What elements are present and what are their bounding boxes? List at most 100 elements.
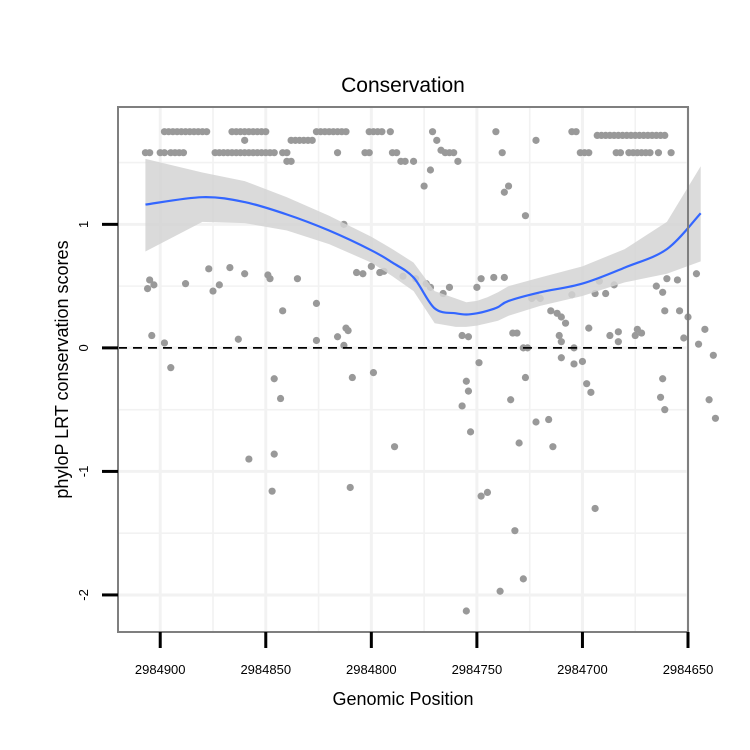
data-point (490, 273, 498, 282)
data-point (179, 149, 188, 157)
data-point (268, 487, 276, 495)
data-point (654, 149, 663, 157)
y-tick-label: 0 (76, 344, 91, 351)
data-point (270, 375, 278, 383)
x-tick-label: 2984900 (135, 662, 186, 677)
data-point (312, 336, 321, 345)
data-point (521, 373, 530, 382)
data-point (352, 268, 361, 277)
data-point (342, 128, 350, 136)
data-point (226, 263, 234, 272)
data-point (293, 275, 302, 283)
data-point (477, 275, 485, 283)
data-point (464, 387, 473, 395)
y-axis-title: phyloP LRT conservation scores (52, 240, 72, 498)
data-point (426, 166, 435, 174)
data-point (591, 504, 599, 513)
data-point (475, 359, 483, 367)
data-point (500, 188, 508, 196)
data-point (279, 307, 287, 315)
x-tick-label: 2984750 (452, 662, 503, 677)
data-point (270, 149, 278, 157)
data-point (390, 443, 399, 451)
data-point (333, 333, 342, 341)
data-point (409, 157, 418, 165)
data-point (680, 334, 688, 342)
data-point (570, 360, 578, 368)
data-point (245, 455, 253, 463)
data-point (386, 128, 394, 136)
data-point (150, 281, 158, 289)
data-point (519, 575, 527, 583)
data-point (454, 157, 462, 165)
data-point (694, 340, 703, 348)
data-point (466, 428, 475, 436)
data-point (483, 488, 492, 497)
data-point (287, 157, 295, 165)
data-point (507, 396, 515, 404)
data-point (616, 149, 625, 157)
data-point (705, 396, 713, 404)
data-point (393, 149, 401, 157)
data-point (241, 270, 249, 278)
data-point (241, 136, 249, 144)
data-point (659, 375, 667, 383)
data-point (663, 275, 671, 283)
data-point (500, 273, 508, 282)
x-axis-title: Genomic Position (332, 689, 473, 709)
data-point (359, 270, 367, 278)
data-point (458, 402, 466, 410)
data-point (656, 393, 665, 401)
data-point (203, 128, 211, 136)
data-point (602, 289, 610, 298)
data-point (561, 319, 570, 327)
data-point (652, 282, 660, 290)
data-point (445, 283, 454, 291)
data-point (433, 136, 441, 144)
data-point (420, 182, 428, 190)
data-point (637, 329, 646, 337)
data-point (367, 262, 375, 270)
data-point (661, 131, 669, 140)
data-point (462, 607, 470, 615)
panel-border (117, 106, 689, 633)
x-tick-label: 2984800 (346, 662, 397, 677)
data-point (504, 182, 513, 190)
data-point (572, 128, 580, 136)
data-point (711, 414, 720, 422)
data-point (312, 299, 321, 308)
data-point (477, 492, 485, 500)
data-point (270, 450, 278, 458)
data-point (450, 149, 458, 157)
data-point (521, 212, 530, 220)
data-point (511, 527, 519, 535)
y-tick-label: -1 (76, 466, 91, 478)
data-point (378, 128, 386, 136)
data-point (148, 331, 156, 340)
data-point (532, 418, 540, 426)
y-tick-label: 1 (76, 221, 91, 228)
data-point (215, 281, 223, 289)
data-point (496, 587, 504, 595)
data-point (473, 283, 481, 291)
data-point (549, 443, 557, 451)
data-point (614, 328, 622, 336)
data-point (401, 157, 409, 165)
data-point (462, 377, 470, 385)
data-point (675, 307, 684, 315)
data-point (532, 136, 540, 144)
data-point (160, 339, 169, 347)
data-point (333, 149, 342, 157)
data-point (205, 265, 213, 273)
data-point (701, 325, 709, 333)
data-point (515, 439, 523, 447)
data-point (673, 276, 682, 284)
confidence-ribbon (145, 158, 701, 327)
data-point (555, 331, 563, 340)
data-point (234, 335, 242, 343)
data-point (585, 149, 593, 157)
data-point (606, 331, 614, 340)
data-point (283, 149, 291, 157)
